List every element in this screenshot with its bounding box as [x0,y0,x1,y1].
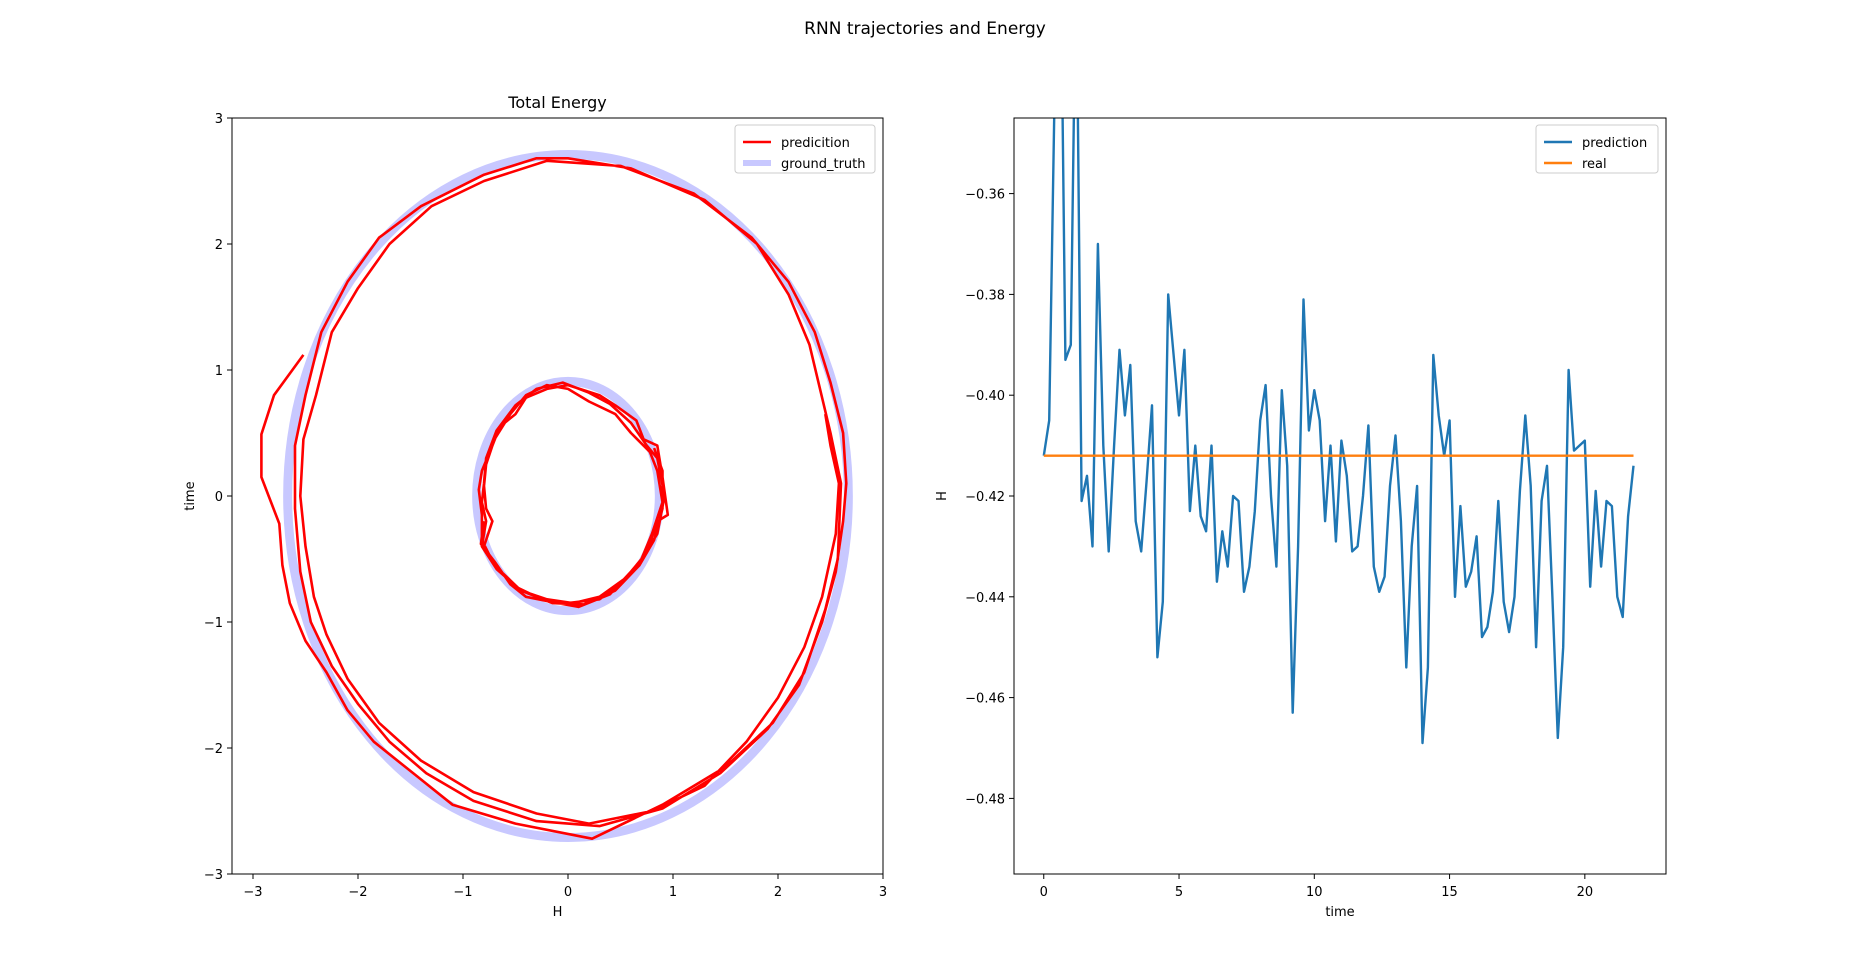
series-predicition-path-0 [260,157,848,840]
x-tick-label: 5 [1175,885,1183,900]
legend-entry-prediction: prediction [1582,136,1647,151]
y-axis-label: time [183,481,198,510]
y-tick-label: −0.40 [965,389,1005,404]
legend-entry-ground_truth: ground_truth [781,157,866,172]
y-tick-label: −0.46 [965,692,1005,707]
y-tick-label: −0.38 [965,288,1005,303]
y-tick-label: −0.42 [965,490,1005,505]
x-tick-label: −2 [348,885,367,900]
x-tick-label: 10 [1306,885,1323,900]
series-prediction-line [1042,118,1635,745]
chart-title: Total Energy [507,93,606,112]
x-tick-label: −3 [243,885,262,900]
chart-energy-vs-time: 0 5 10 15 20 −0.48 −0.46 −0.44 −0.42 −0.40 −0.38 −0… [935,117,1667,920]
y-tick-label: −3 [204,868,223,883]
x-tick-label: 0 [564,885,572,900]
x-axis-label: time [1325,905,1354,920]
x-tick-label: 20 [1577,885,1594,900]
y-tick-label: 0 [215,490,223,505]
y-tick-label: 2 [215,238,223,253]
legend: prediction real [1535,124,1659,174]
figure-suptitle: RNN trajectories and Energy [804,19,1046,39]
y-tick-label: −0.44 [965,591,1005,606]
x-tick-label: 0 [1040,885,1048,900]
x-axis-label: H [553,905,563,920]
x-tick-label: −1 [453,885,472,900]
y-tick-label: 3 [215,112,223,127]
y-tick-label: 1 [215,364,223,379]
series-predicition-path-1 [477,381,670,609]
legend: predicition ground_truth [734,124,876,174]
series-ground_truth-curve-1 [472,376,664,616]
x-tick-label: 15 [1441,885,1458,900]
series-ground_truth-curve-0 [283,150,853,842]
legend-entry-predicition: predicition [781,136,850,151]
axes-frame [231,117,884,875]
y-tick-label: −0.48 [965,792,1005,807]
y-tick-label: −2 [204,742,223,757]
x-tick-label: 2 [774,885,782,900]
plot-area [1042,118,1635,745]
plot-area [260,150,853,842]
y-axis-label: H [935,491,950,501]
x-tick-label: 1 [669,885,677,900]
legend-box [1535,124,1659,174]
legend-entry-real: real [1582,157,1607,172]
y-tick-label: −0.36 [965,188,1005,203]
y-tick-label: −1 [204,616,223,631]
x-tick-label: 3 [879,885,887,900]
